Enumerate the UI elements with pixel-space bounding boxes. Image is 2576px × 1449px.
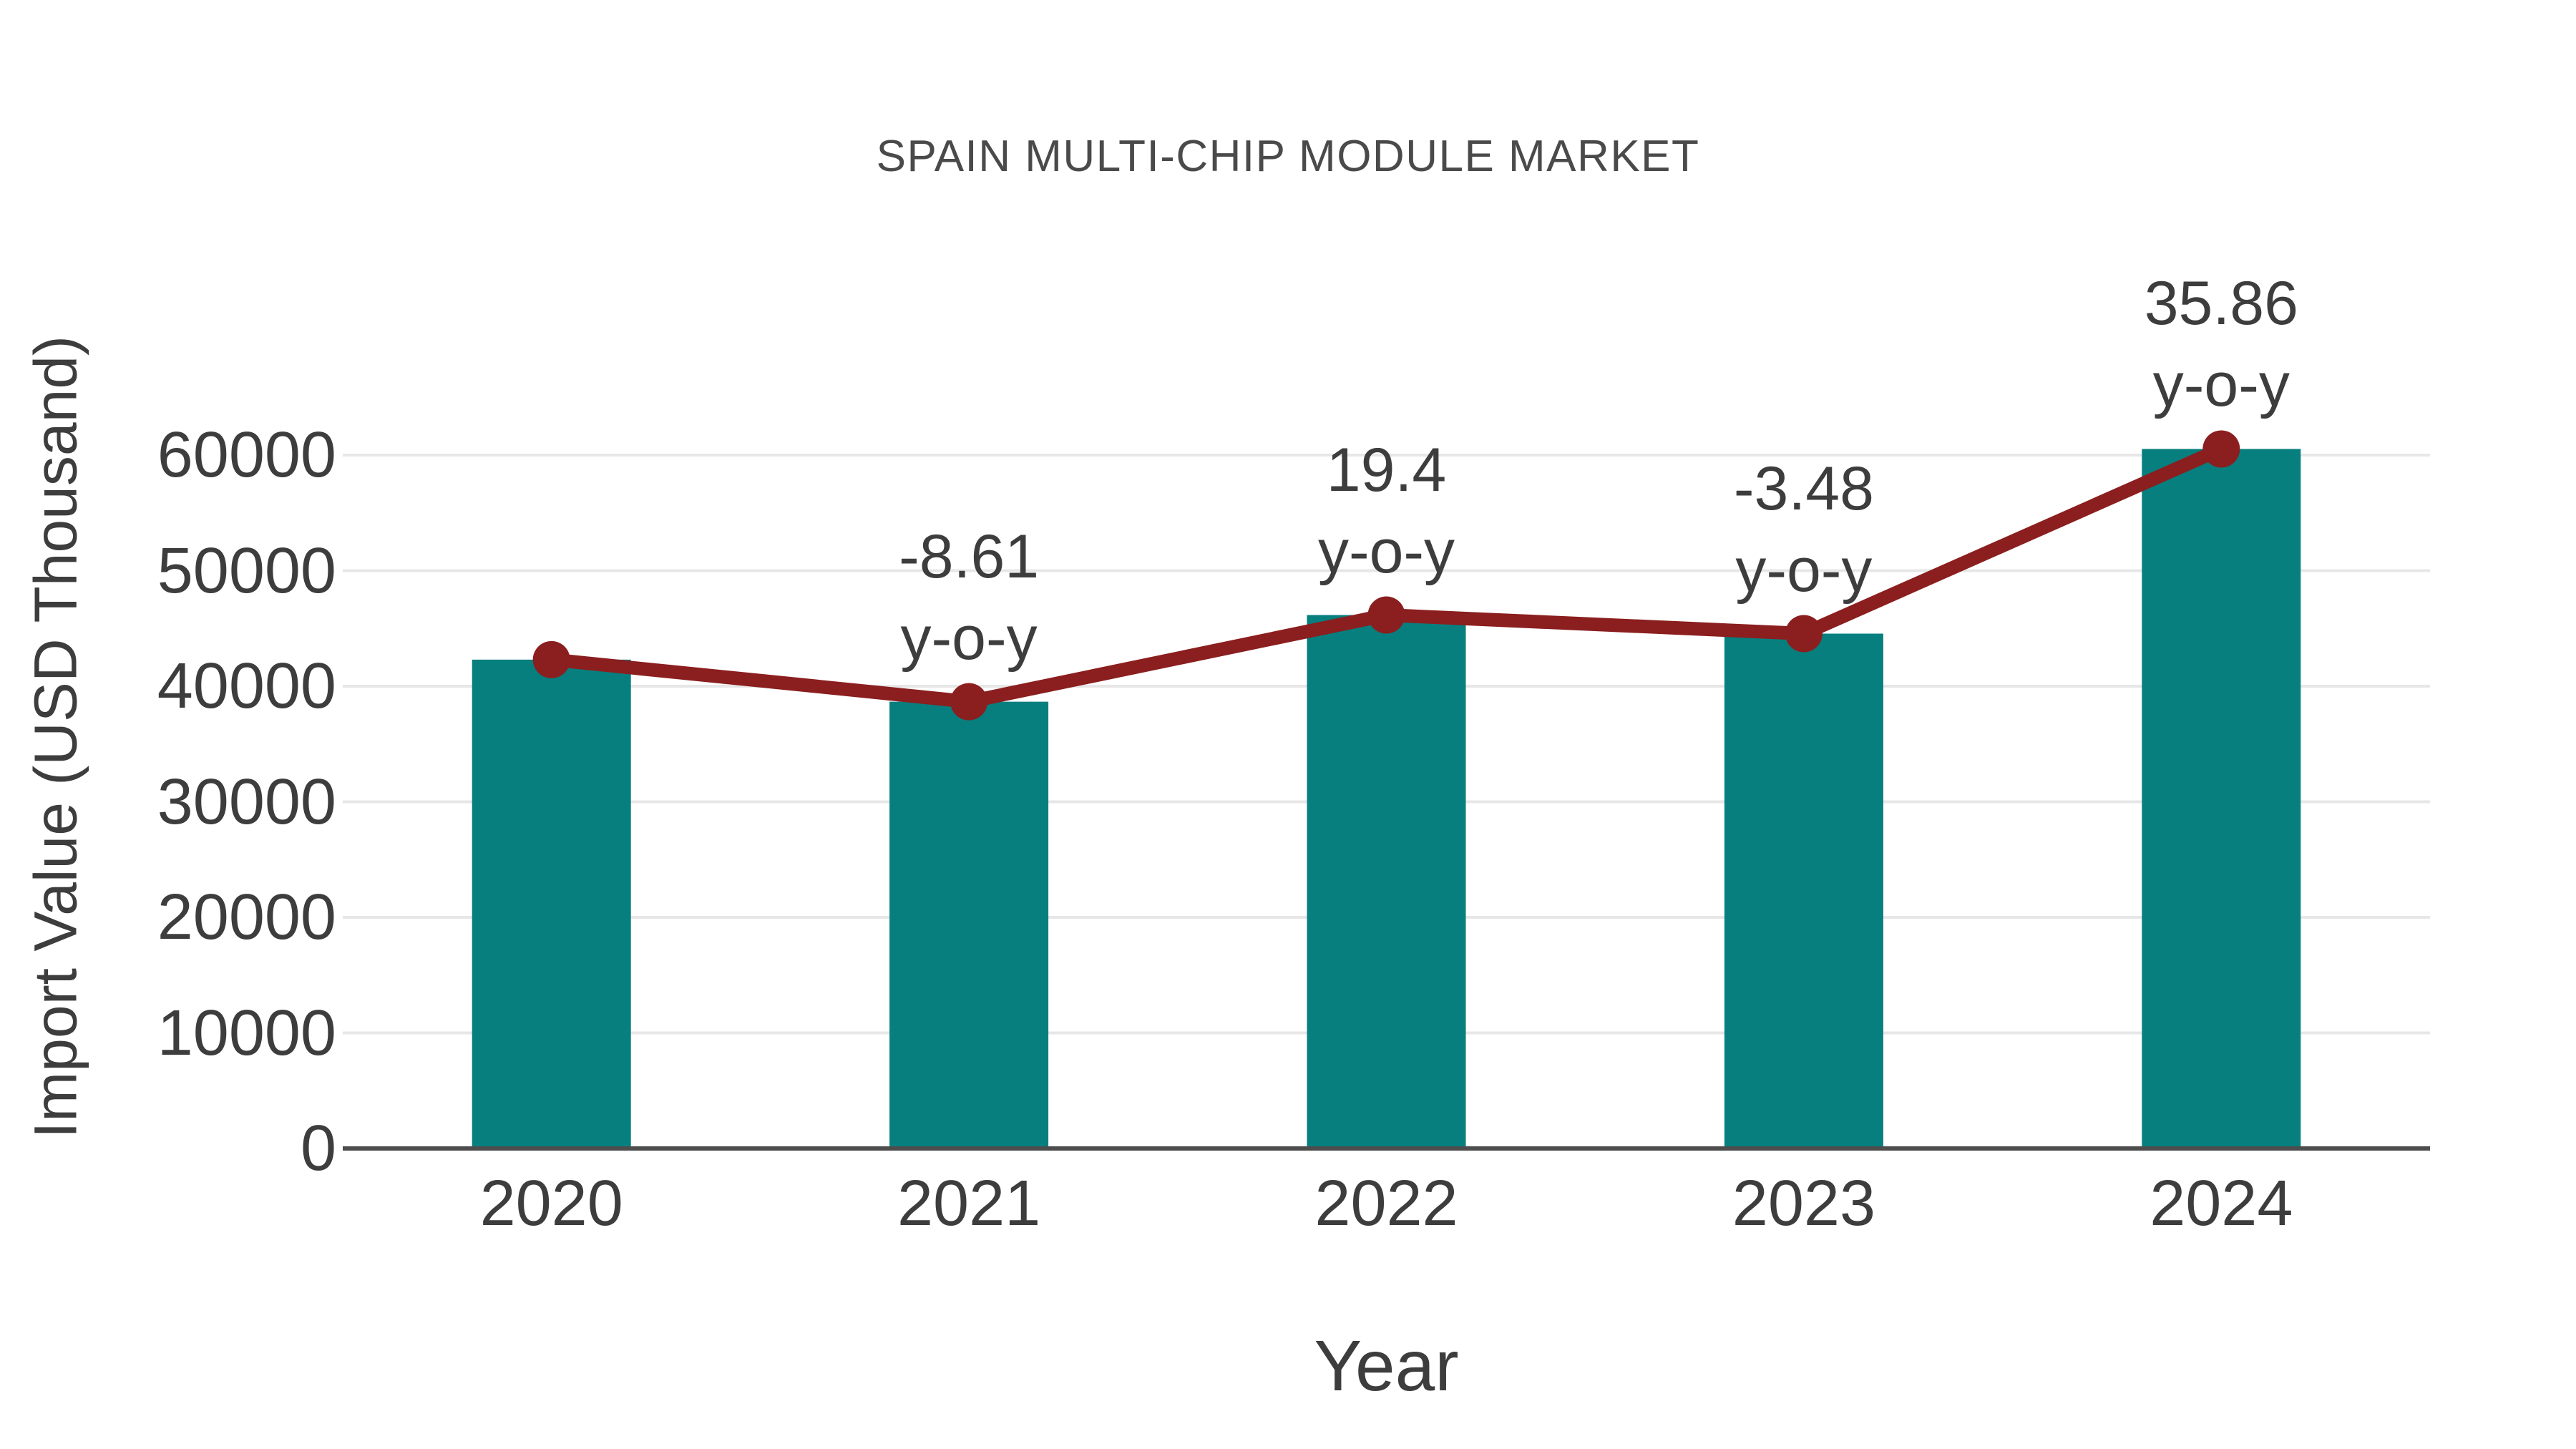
y-tick-label-50000: 50000 [157,535,336,607]
x-tick-label-2020: 2020 [479,1168,623,1239]
bar-2021 [889,701,1049,1148]
annotation-suffix: y-o-y [1735,535,1873,605]
y-tick-label-10000: 10000 [157,997,336,1069]
bar-2024 [2142,449,2301,1148]
x-tick-label-2024: 2024 [2150,1168,2293,1239]
data-point-marker-2024 [2202,430,2240,468]
annotation-value: -3.48 [1733,454,1874,523]
y-tick-label-40000: 40000 [157,650,336,722]
x-tick-label-2021: 2021 [897,1168,1041,1239]
x-tick-label-2023: 2023 [1732,1168,1875,1239]
annotation-value: 35.86 [2144,269,2298,338]
annotation-suffix: y-o-y [1317,517,1455,586]
x-axis-title: Year [1314,1326,1459,1406]
yoy-annotation-2022: 19.4 y-o-y [1318,429,1455,592]
data-point-marker-2020 [532,640,570,678]
data-point-marker-2022 [1367,596,1405,634]
bar-2022 [1307,615,1466,1148]
y-tick-label-30000: 30000 [157,766,336,838]
chart-title: SPAIN MULTI-CHIP MODULE MARKET [876,132,1700,181]
yoy-annotation-2024: 35.86 y-o-y [2145,263,2298,426]
bar-2020 [472,659,631,1148]
annotation-suffix: y-o-y [2152,351,2290,420]
yoy-annotation-2021: -8.61 y-o-y [899,516,1039,679]
data-point-marker-2023 [1785,615,1823,653]
annotation-value: -8.61 [899,522,1040,591]
annotation-suffix: y-o-y [900,603,1038,673]
annotation-value: 19.4 [1326,435,1447,504]
bar-2023 [1724,633,1883,1148]
y-tick-label-60000: 60000 [157,419,336,491]
yoy-annotation-2023: -3.48 y-o-y [1734,448,1874,611]
x-tick-label-2022: 2022 [1314,1168,1458,1239]
data-point-marker-2021 [950,683,988,721]
y-tick-label-0: 0 [300,1113,336,1184]
y-tick-label-20000: 20000 [157,882,336,953]
